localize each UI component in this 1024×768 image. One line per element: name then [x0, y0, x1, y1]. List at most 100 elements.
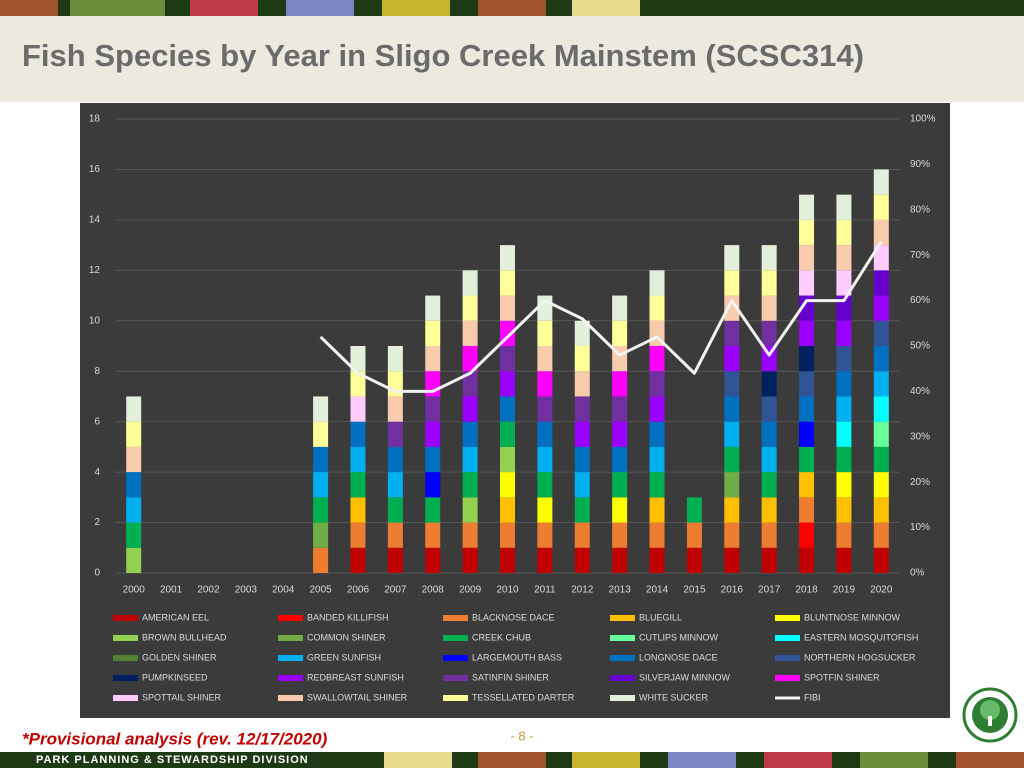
- bar-segment: [425, 472, 441, 498]
- bar-segment: [836, 245, 852, 271]
- bar-segment: [873, 194, 889, 220]
- legend-swatch: [610, 655, 635, 661]
- bar-segment: [350, 446, 366, 473]
- bar-segment: [836, 320, 852, 346]
- bar-segment: [313, 396, 329, 422]
- bar-segment: [761, 522, 777, 548]
- bar-segment: [425, 320, 441, 346]
- y-tick-label: 8: [94, 366, 100, 377]
- legend-label: TESSELLATED DARTER: [472, 692, 575, 702]
- bar-segment: [462, 446, 478, 473]
- x-tick-label: 2020: [870, 585, 893, 596]
- bar-segment: [686, 547, 702, 573]
- bar-segment: [387, 346, 403, 372]
- legend-swatch: [113, 655, 138, 661]
- bar-segment: [873, 346, 889, 372]
- bar-segment: [761, 320, 777, 346]
- y2-tick-label: 10%: [910, 522, 930, 533]
- bar-segment: [537, 547, 553, 573]
- bar-segment: [350, 371, 366, 397]
- bar-segment: [686, 522, 702, 548]
- bar-segment: [761, 371, 777, 397]
- bar-segment: [761, 245, 777, 271]
- bar-segment: [649, 421, 665, 447]
- bar-segment: [724, 421, 740, 447]
- bar-segment: [686, 497, 702, 523]
- y-tick-label: 10: [89, 315, 101, 326]
- bar-segment: [500, 270, 515, 296]
- bar-segment: [574, 396, 590, 422]
- bar-segment: [126, 446, 142, 473]
- x-tick-label: 2015: [683, 585, 706, 596]
- x-tick-label: 2010: [496, 585, 519, 596]
- y2-tick-label: 60%: [910, 295, 930, 306]
- bar-segment: [350, 472, 366, 498]
- bar-segment: [836, 522, 852, 548]
- bar-segment: [500, 295, 515, 321]
- legend-label: CUTLIPS MINNOW: [639, 632, 719, 642]
- bar-segment: [126, 497, 142, 523]
- bar-segment: [873, 522, 889, 548]
- bar-segment: [836, 194, 852, 220]
- legend-swatch: [443, 615, 468, 621]
- x-tick-label: 2008: [422, 585, 445, 596]
- bar-segment: [761, 295, 777, 321]
- bar-segment: [799, 346, 815, 372]
- bar-segment: [836, 421, 852, 447]
- bar-segment: [537, 396, 553, 422]
- bar-segment: [500, 245, 515, 271]
- legend-label: LONGNOSE DACE: [639, 652, 718, 662]
- bar-segment: [574, 497, 590, 523]
- bar-segment: [313, 421, 329, 447]
- x-tick-label: 2005: [309, 585, 332, 596]
- bar-segment: [649, 295, 665, 321]
- bar-segment: [799, 396, 815, 422]
- bar-segment: [799, 522, 815, 548]
- bar-segment: [537, 371, 553, 397]
- bar-segment: [873, 320, 889, 346]
- bar-segment: [612, 472, 628, 498]
- legend-label: FIBI: [804, 692, 821, 702]
- bar-segment: [873, 245, 889, 271]
- bar-segment: [387, 522, 403, 548]
- bar-segment: [799, 245, 815, 271]
- bar-segment: [799, 547, 815, 573]
- bar-segment: [724, 270, 740, 296]
- bar-segment: [836, 472, 852, 498]
- legend-swatch: [775, 615, 800, 621]
- bar-segment: [799, 320, 815, 346]
- bar-segment: [761, 497, 777, 523]
- legend-swatch: [443, 635, 468, 641]
- bar-segment: [761, 270, 777, 296]
- bottom-stripe: [0, 752, 1024, 768]
- bar-segment: [500, 396, 515, 422]
- bar-segment: [649, 446, 665, 473]
- legend-label: GREEN SUNFISH: [307, 652, 381, 662]
- bar-segment: [462, 497, 478, 523]
- legend-label: NORTHERN HOGSUCKER: [804, 652, 916, 662]
- bar-segment: [873, 295, 889, 321]
- bar-segment: [537, 421, 553, 447]
- bar-segment: [724, 522, 740, 548]
- bar-segment: [126, 472, 142, 498]
- bar-segment: [724, 396, 740, 422]
- bar-segment: [574, 320, 590, 346]
- bar-segment: [612, 320, 628, 346]
- bar-segment: [724, 346, 740, 372]
- bar-segment: [313, 522, 329, 548]
- legend-label: REDBREAST SUNFISH: [307, 672, 404, 682]
- legend-label: SILVERJAW MINNOW: [639, 672, 731, 682]
- y-tick-label: 18: [89, 114, 101, 125]
- bar-segment: [873, 421, 889, 447]
- bar-segment: [873, 497, 889, 523]
- bar-segment: [761, 446, 777, 473]
- legend-label: LARGEMOUTH BASS: [472, 652, 562, 662]
- y2-tick-label: 30%: [910, 431, 930, 442]
- y-tick-label: 2: [94, 517, 100, 528]
- bar-segment: [537, 320, 553, 346]
- legend-label: SPOTFIN SHINER: [804, 672, 880, 682]
- x-tick-label: 2004: [272, 585, 295, 596]
- bar-segment: [574, 371, 590, 397]
- bar-segment: [350, 497, 366, 523]
